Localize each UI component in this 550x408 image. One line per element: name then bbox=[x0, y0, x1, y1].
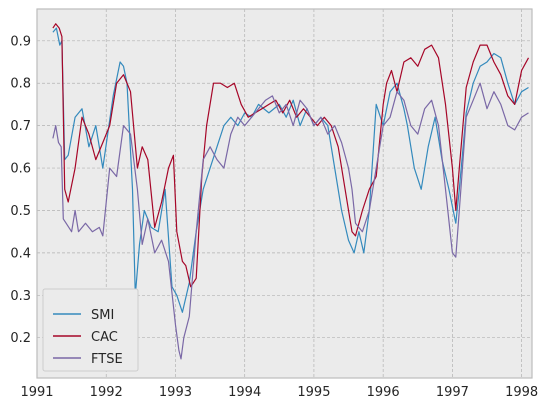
x-tick-label: 1994 bbox=[228, 385, 261, 400]
legend-box bbox=[42, 288, 139, 372]
plot-frame bbox=[36, 8, 533, 379]
y-tick-label: 0.8 bbox=[10, 77, 31, 92]
x-tick-label: 1998 bbox=[505, 385, 538, 400]
x-tick-label: 1995 bbox=[297, 385, 330, 400]
y-tick-label: 0.7 bbox=[10, 119, 31, 134]
y-axis: 0.2 0.3 0.4 0.5 0.6 0.7 0.8 0.9 bbox=[10, 34, 31, 346]
y-tick-label: 0.2 bbox=[10, 331, 31, 346]
x-tick-label: 1997 bbox=[436, 385, 469, 400]
y-tick-label: 0.9 bbox=[10, 34, 31, 49]
y-tick-label: 0.4 bbox=[10, 246, 31, 261]
series-layer bbox=[52, 23, 530, 360]
grid bbox=[36, 9, 532, 378]
legend-label-cac: CAC bbox=[91, 330, 118, 345]
y-tick-label: 0.5 bbox=[10, 204, 31, 219]
x-tick-label: 1991 bbox=[20, 385, 53, 400]
y-tick-label: 0.3 bbox=[10, 289, 31, 304]
series-line-smi bbox=[52, 27, 529, 313]
series-line-ftse bbox=[52, 82, 529, 360]
y-tick-label: 0.6 bbox=[10, 162, 31, 177]
x-axis: 1991 1992 1993 1994 1995 1996 1997 1998 bbox=[20, 385, 538, 400]
legend-label-smi: SMI bbox=[91, 308, 114, 323]
x-tick-label: 1992 bbox=[90, 385, 123, 400]
series-line-cac bbox=[52, 23, 530, 288]
x-tick-label: 1996 bbox=[367, 385, 400, 400]
legend-label-ftse: FTSE bbox=[91, 352, 123, 367]
legend: SMI CAC FTSE bbox=[42, 288, 139, 372]
x-tick-label: 1993 bbox=[159, 385, 192, 400]
